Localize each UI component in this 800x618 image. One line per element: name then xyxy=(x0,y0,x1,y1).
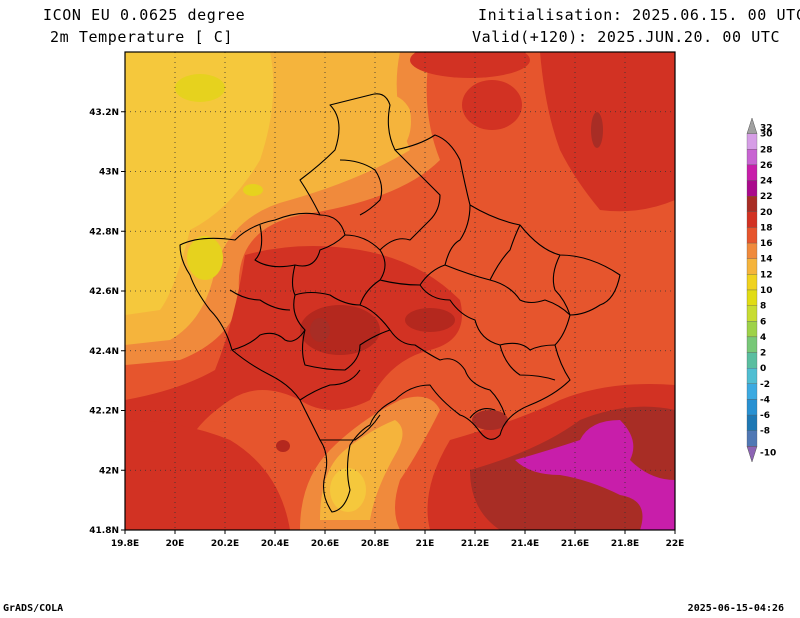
x-axis: 19.8E 20E 20.2E 20.4E 20.6E 20.8E 21E 21.2E 21.4… xyxy=(111,530,685,549)
colorbar-label: 22 xyxy=(760,192,773,202)
colorbar-label: -10 xyxy=(760,449,776,459)
x-tick-label: 20.6E xyxy=(311,539,339,549)
colorbar-label: -6 xyxy=(760,411,770,421)
x-tick-label: 20.2E xyxy=(211,539,239,549)
colorbar-swatch xyxy=(746,180,758,197)
colorbar-label: 10 xyxy=(760,286,773,296)
colorbar-label: -8 xyxy=(760,427,770,437)
y-tick-label: 42.6N xyxy=(89,287,119,297)
colorbar-swatch xyxy=(746,399,758,416)
title-variable: 2m Temperature [ C] xyxy=(50,28,233,46)
colorbar-label: 32 xyxy=(760,123,773,133)
x-tick-label: 21.6E xyxy=(561,539,589,549)
colorbar-swatch xyxy=(746,414,758,431)
colorbar-label: -4 xyxy=(760,395,770,405)
colorbar-label: 26 xyxy=(760,161,773,171)
colorbar-label: 14 xyxy=(760,255,773,265)
y-tick-label: 42.4N xyxy=(89,347,119,357)
colorbar-swatch xyxy=(746,196,758,212)
colorbar-swatch xyxy=(746,352,758,369)
x-tick-label: 21.4E xyxy=(511,539,539,549)
colorbar-label: 28 xyxy=(760,145,773,155)
colorbar-swatch xyxy=(746,321,758,338)
colorbar-swatch xyxy=(746,336,758,353)
colorbar-label: 0 xyxy=(760,364,766,374)
colorbar-arrow-top xyxy=(746,117,758,134)
colorbar-swatch xyxy=(746,383,758,400)
colorbar-swatch xyxy=(746,149,758,166)
colorbar-label: 18 xyxy=(760,223,773,233)
title-valid-time: Valid(+120): 2025.JUN.20. 00 UTC xyxy=(472,28,781,46)
colorbar-swatch xyxy=(746,368,758,384)
colorbar-swatch xyxy=(746,289,758,306)
colorbar-swatch xyxy=(746,274,758,291)
y-tick-label: 42.8N xyxy=(89,227,119,237)
colorbar-label: 16 xyxy=(760,239,773,249)
colorbar-swatch xyxy=(746,164,758,181)
footer-software: GrADS/COLA xyxy=(3,603,64,614)
colorbar-label: 20 xyxy=(760,208,773,218)
y-tick-label: 42.2N xyxy=(89,407,119,417)
title-model: ICON EU 0.0625 degree xyxy=(43,6,246,24)
colorbar-swatch xyxy=(746,227,758,244)
x-tick-label: 20E xyxy=(166,539,185,549)
y-tick-label: 43N xyxy=(99,168,119,178)
footer-timestamp: 2025-06-15-04:26 xyxy=(687,603,784,614)
colorbar-arrow-bottom xyxy=(746,446,758,463)
colorbar-swatch xyxy=(746,211,758,228)
x-tick-label: 20.4E xyxy=(261,539,289,549)
colorbar-label: 12 xyxy=(760,270,773,280)
colorbar-label: 8 xyxy=(760,302,766,312)
x-tick-label: 21.8E xyxy=(611,539,639,549)
colorbar-swatch xyxy=(746,242,758,259)
temperature-field xyxy=(125,52,675,530)
title-initialisation: Initialisation: 2025.06.15. 00 UTC xyxy=(478,6,800,24)
colorbar-swatch xyxy=(746,305,758,322)
colorbar-label: 4 xyxy=(760,333,766,343)
grid-lines xyxy=(125,52,675,530)
colorbar-label: 24 xyxy=(760,177,773,187)
colorbar-label: -2 xyxy=(760,380,770,390)
colorbar-swatch xyxy=(746,133,758,150)
colorbar-swatch xyxy=(746,430,758,447)
x-tick-label: 22E xyxy=(666,539,685,549)
x-tick-label: 20.8E xyxy=(361,539,389,549)
colorbar-label: 2 xyxy=(760,349,766,359)
x-tick-label: 19.8E xyxy=(111,539,139,549)
x-tick-label: 21.2E xyxy=(461,539,489,549)
colorbar-swatch xyxy=(746,258,758,275)
y-tick-label: 42N xyxy=(99,466,119,476)
border-lines xyxy=(179,93,621,513)
y-axis: 41.8N 42N 42.2N 42.4N 42.6N 42.8N 43N 43.2N xyxy=(89,108,125,536)
colorbar-label: 30 xyxy=(760,130,773,140)
colorbar-label: 6 xyxy=(760,317,766,327)
y-tick-label: 43.2N xyxy=(89,108,119,118)
y-tick-label: 41.8N xyxy=(89,526,119,536)
x-tick-label: 21E xyxy=(416,539,435,549)
